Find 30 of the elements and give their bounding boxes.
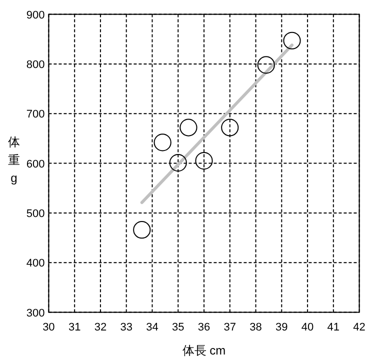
x-tick-label: 30 <box>42 321 55 334</box>
y-tick-label: 500 <box>26 208 45 220</box>
y-tick-label: 300 <box>26 307 45 320</box>
x-tick-label: 32 <box>94 321 107 334</box>
x-tick-label: 42 <box>353 321 366 334</box>
point <box>195 152 213 170</box>
x-tick-label: 40 <box>301 321 314 334</box>
point <box>154 134 172 152</box>
x-tick-label: 39 <box>276 321 288 334</box>
x-tick-label: 38 <box>250 321 262 334</box>
point <box>283 32 301 50</box>
x-tick-label: 37 <box>224 321 236 334</box>
point <box>257 56 275 74</box>
x-axis-title: 体長 cm <box>182 343 226 358</box>
x-tick-label: 41 <box>327 321 340 334</box>
point <box>180 118 198 136</box>
x-tick-label: 35 <box>172 321 184 334</box>
y-tick-label: 400 <box>26 258 45 270</box>
point <box>133 221 151 239</box>
x-tick-label: 36 <box>198 321 210 334</box>
x-tick-label: 31 <box>68 321 81 334</box>
y-tick-label: 900 <box>26 9 45 22</box>
x-tick-label: 33 <box>120 321 132 334</box>
y-tick-label: 800 <box>26 58 45 71</box>
x-tick-label: 34 <box>146 321 158 334</box>
y-axis-title: 体重 g <box>8 135 20 185</box>
y-tick-label: 600 <box>26 158 45 170</box>
y-tick-label: 700 <box>26 108 45 121</box>
point <box>221 118 239 136</box>
point <box>169 154 187 172</box>
